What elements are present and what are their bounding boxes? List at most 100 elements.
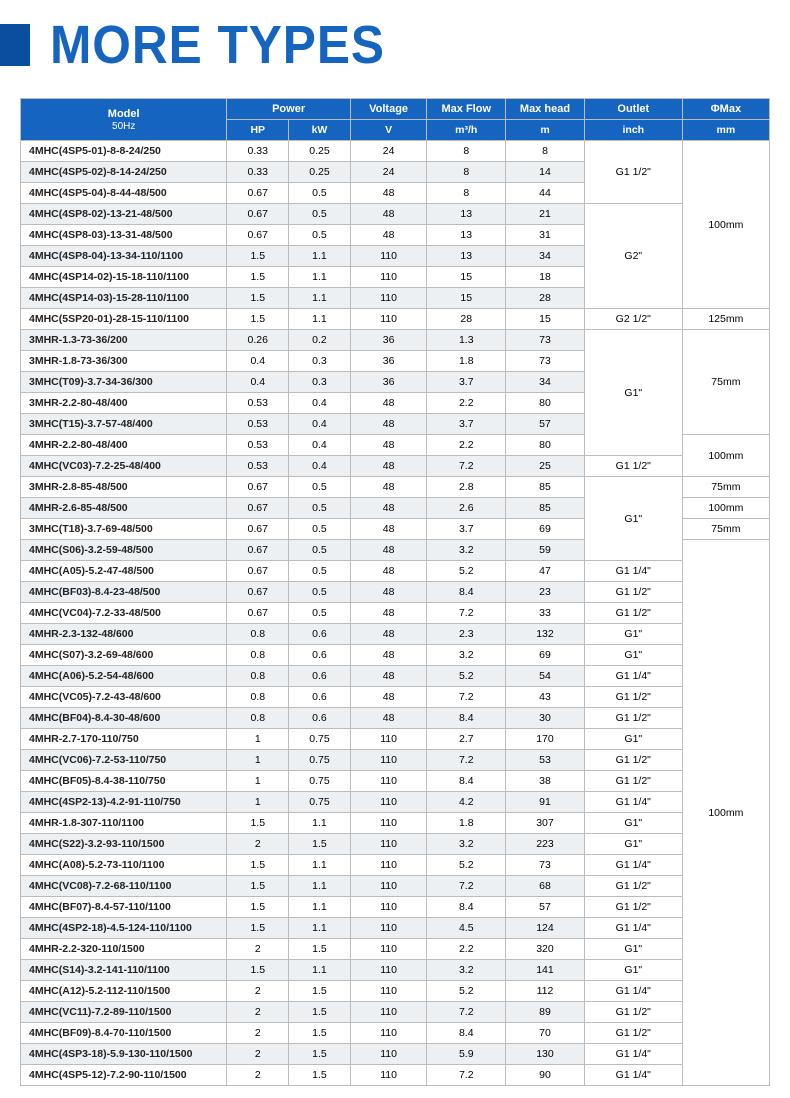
- cell-kw: 0.5: [289, 204, 351, 225]
- cell-head: 80: [506, 393, 585, 414]
- cell-hp: 0.26: [227, 330, 289, 351]
- cell-flow: 5.2: [427, 666, 506, 687]
- cell-kw: 0.4: [289, 435, 351, 456]
- cell-hp: 0.67: [227, 183, 289, 204]
- cell-outlet: G1": [584, 834, 682, 855]
- cell-flow: 7.2: [427, 1002, 506, 1023]
- cell-v: 110: [350, 267, 427, 288]
- model: 4MHC(4SP8-04)-13-34-110/1100: [21, 246, 227, 267]
- cell-hp: 1.5: [227, 246, 289, 267]
- cell-kw: 0.2: [289, 330, 351, 351]
- cell-v: 48: [350, 204, 427, 225]
- th-m: m: [506, 120, 585, 141]
- model: 3MHC(T09)-3.7-34-36/300: [21, 372, 227, 393]
- cell-flow: 7.2: [427, 876, 506, 897]
- cell-kw: 0.5: [289, 183, 351, 204]
- cell-kw: 1.1: [289, 876, 351, 897]
- cell-kw: 0.5: [289, 519, 351, 540]
- cell-head: 59: [506, 540, 585, 561]
- model: 4MHR-1.8-307-110/1100: [21, 813, 227, 834]
- cell-flow: 5.2: [427, 981, 506, 1002]
- cell-kw: 1.5: [289, 1002, 351, 1023]
- cell-flow: 4.2: [427, 792, 506, 813]
- cell-phimax: 100mm: [682, 540, 769, 1086]
- model: 3MHR-1.8-73-36/300: [21, 351, 227, 372]
- cell-hp: 0.33: [227, 141, 289, 162]
- table-row: 4MHC(BF07)-8.4-57-110/11001.51.11108.457…: [21, 897, 770, 918]
- table-row: 4MHC(A08)-5.2-73-110/11001.51.11105.273G…: [21, 855, 770, 876]
- table-row: 4MHC(4SP2-13)-4.2-91-110/75010.751104.29…: [21, 792, 770, 813]
- table-row: 4MHC(BF05)-8.4-38-110/75010.751108.438G1…: [21, 771, 770, 792]
- model: 4MHR-2.6-85-48/500: [21, 498, 227, 519]
- cell-v: 110: [350, 771, 427, 792]
- cell-flow: 28: [427, 309, 506, 330]
- cell-outlet: G1": [584, 939, 682, 960]
- cell-head: 307: [506, 813, 585, 834]
- model: 4MHC(4SP8-02)-13-21-48/500: [21, 204, 227, 225]
- cell-outlet: G1": [584, 729, 682, 750]
- cell-head: 91: [506, 792, 585, 813]
- table-row: 4MHC(A12)-5.2-112-110/150021.51105.2112G…: [21, 981, 770, 1002]
- cell-kw: 0.5: [289, 603, 351, 624]
- cell-hp: 0.8: [227, 708, 289, 729]
- cell-head: 53: [506, 750, 585, 771]
- cell-hp: 2: [227, 1023, 289, 1044]
- table-row: 4MHR-2.3-132-48/6000.80.6482.3132G1": [21, 624, 770, 645]
- cell-outlet: G1 1/2": [584, 771, 682, 792]
- model: 4MHC(BF09)-8.4-70-110/1500: [21, 1023, 227, 1044]
- cell-head: 85: [506, 477, 585, 498]
- cell-kw: 1.5: [289, 981, 351, 1002]
- cell-hp: 0.8: [227, 687, 289, 708]
- cell-hp: 0.67: [227, 477, 289, 498]
- cell-flow: 5.2: [427, 561, 506, 582]
- cell-kw: 0.3: [289, 372, 351, 393]
- cell-head: 14: [506, 162, 585, 183]
- cell-outlet: G1 1/4": [584, 918, 682, 939]
- cell-v: 110: [350, 834, 427, 855]
- cell-phimax: 100mm: [682, 141, 769, 309]
- th-power: Power: [227, 99, 350, 120]
- model: 3MHR-2.8-85-48/500: [21, 477, 227, 498]
- cell-head: 23: [506, 582, 585, 603]
- cell-v: 110: [350, 1044, 427, 1065]
- cell-head: 8: [506, 141, 585, 162]
- cell-v: 110: [350, 750, 427, 771]
- cell-v: 48: [350, 519, 427, 540]
- cell-kw: 1.1: [289, 855, 351, 876]
- cell-outlet: G1 1/2": [584, 456, 682, 477]
- cell-v: 48: [350, 666, 427, 687]
- th-model-l2: 50Hz: [112, 121, 135, 132]
- table-row: 3MHR-1.3-73-36/2000.260.2361.373G1"75mm: [21, 330, 770, 351]
- th-hp: HP: [227, 120, 289, 141]
- cell-hp: 1.5: [227, 309, 289, 330]
- cell-v: 110: [350, 792, 427, 813]
- cell-flow: 8.4: [427, 1023, 506, 1044]
- table-row: 4MHC(VC03)-7.2-25-48/4000.530.4487.225G1…: [21, 456, 770, 477]
- cell-phimax: 75mm: [682, 477, 769, 498]
- cell-kw: 0.4: [289, 414, 351, 435]
- cell-v: 48: [350, 624, 427, 645]
- cell-hp: 1.5: [227, 267, 289, 288]
- th-model: Model 50Hz: [21, 99, 227, 141]
- model: 4MHC(4SP14-02)-15-18-110/1100: [21, 267, 227, 288]
- cell-kw: 0.3: [289, 351, 351, 372]
- cell-hp: 0.53: [227, 456, 289, 477]
- th-kw: kW: [289, 120, 351, 141]
- cell-kw: 0.75: [289, 729, 351, 750]
- cell-kw: 0.6: [289, 624, 351, 645]
- cell-flow: 3.7: [427, 414, 506, 435]
- model: 4MHC(VC03)-7.2-25-48/400: [21, 456, 227, 477]
- cell-head: 30: [506, 708, 585, 729]
- cell-head: 320: [506, 939, 585, 960]
- model: 3MHC(T15)-3.7-57-48/400: [21, 414, 227, 435]
- cell-head: 25: [506, 456, 585, 477]
- cell-hp: 1.5: [227, 855, 289, 876]
- cell-v: 48: [350, 687, 427, 708]
- cell-flow: 15: [427, 288, 506, 309]
- cell-head: 73: [506, 855, 585, 876]
- cell-phimax: 125mm: [682, 309, 769, 330]
- cell-hp: 0.67: [227, 582, 289, 603]
- cell-head: 43: [506, 687, 585, 708]
- cell-v: 24: [350, 141, 427, 162]
- cell-v: 48: [350, 603, 427, 624]
